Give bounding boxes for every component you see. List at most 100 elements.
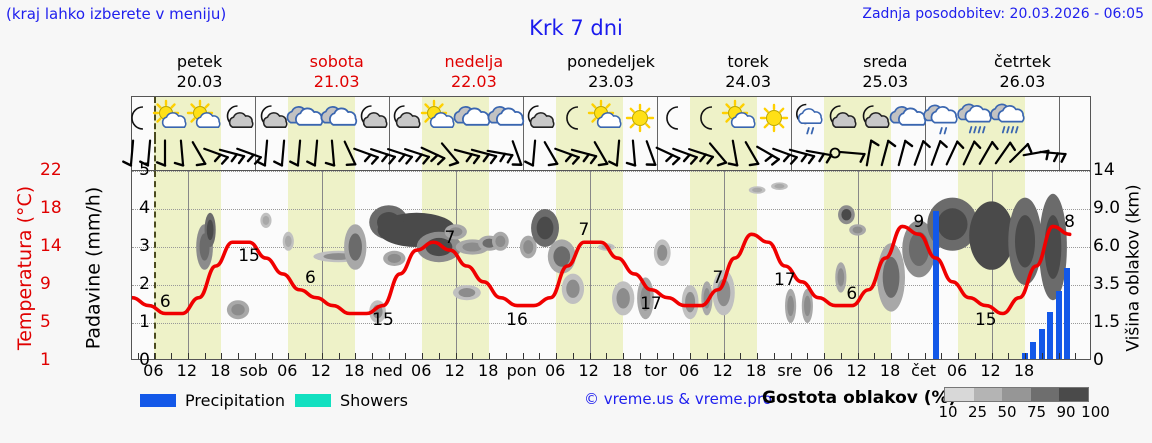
wind-barb bbox=[385, 138, 415, 168]
hour-gridline bbox=[321, 171, 323, 359]
precipitation-swatch bbox=[140, 393, 176, 407]
wind-barb bbox=[452, 138, 482, 168]
axis-tick bbox=[238, 353, 240, 359]
wind-barb bbox=[402, 138, 432, 168]
day-separator bbox=[656, 97, 658, 138]
cloud-blob-core bbox=[774, 183, 785, 189]
value-gridline bbox=[132, 323, 1090, 324]
day-name: sobota bbox=[309, 52, 364, 71]
cloudy-rain-icon bbox=[957, 99, 992, 137]
axis-tick bbox=[422, 353, 424, 359]
axis-tick-label: 9 bbox=[40, 274, 51, 294]
axis-tick bbox=[556, 353, 558, 359]
hour-tick-label: 06 bbox=[143, 361, 164, 380]
axis-tick bbox=[958, 353, 960, 359]
axis-tick bbox=[505, 353, 507, 359]
axis-tick bbox=[941, 353, 943, 359]
temperature-extreme-label: 6 bbox=[305, 267, 316, 288]
hour-gridline bbox=[187, 171, 189, 359]
wind-barb bbox=[201, 138, 231, 168]
wind-barb bbox=[184, 138, 214, 168]
wind-barb bbox=[837, 138, 867, 168]
axis-tick-label: 1.5 bbox=[1093, 312, 1121, 332]
temperature-extreme-label: 16 bbox=[506, 309, 528, 330]
wind-barb bbox=[536, 138, 566, 168]
cloud-density-tick-label: 50 bbox=[997, 403, 1017, 421]
copyright-link[interactable]: © vreme.us & vreme.pro bbox=[584, 390, 772, 408]
axis-tick bbox=[154, 353, 156, 359]
temperature-extreme-label: 6 bbox=[159, 291, 171, 312]
day-header-4: torek 24.03 bbox=[680, 52, 817, 94]
cloudy-icon bbox=[454, 99, 491, 137]
wind-barb bbox=[686, 138, 716, 168]
axis-tick bbox=[891, 353, 893, 359]
precipitation-bar bbox=[1055, 290, 1062, 359]
cloud-blob-core bbox=[1014, 215, 1036, 268]
axis-tick bbox=[1025, 353, 1027, 359]
cloudy-icon bbox=[286, 99, 324, 137]
axis-tick-label: 2 bbox=[139, 274, 150, 294]
cloud-density-swatch-0 bbox=[945, 388, 974, 401]
temperature-extreme-label: 15 bbox=[238, 246, 260, 267]
temperature-extreme-label: 9 bbox=[913, 212, 925, 233]
sun-cloud-icon bbox=[722, 99, 757, 137]
wind-barb bbox=[284, 138, 314, 168]
daylight-stripe bbox=[690, 171, 758, 359]
cloud-density-swatch-4 bbox=[1059, 388, 1088, 401]
wind-barb bbox=[603, 138, 633, 168]
hour-tick-label: 12 bbox=[980, 361, 1001, 380]
day-date: 21.03 bbox=[313, 72, 360, 91]
temperature-extreme-label: 7 bbox=[444, 228, 456, 249]
weather-icon-band bbox=[130, 96, 1091, 138]
day-name: četrtek bbox=[993, 52, 1051, 71]
hour-tick-label: 12 bbox=[176, 361, 197, 380]
wind-barb bbox=[870, 138, 900, 168]
moon-icon bbox=[690, 99, 724, 137]
axis-tick bbox=[271, 353, 273, 359]
axis-tick bbox=[405, 353, 407, 359]
wind-barb bbox=[301, 138, 331, 168]
cloud-blob-core bbox=[536, 216, 554, 240]
cloud-density-swatch-3 bbox=[1030, 388, 1060, 401]
cloud-density-swatch-2 bbox=[1002, 388, 1031, 401]
sun-cloud-icon bbox=[186, 99, 222, 137]
axis-tick bbox=[857, 353, 859, 359]
cloud-density-scale bbox=[944, 387, 1089, 402]
wind-barb bbox=[770, 138, 800, 168]
cloud-blob-core bbox=[841, 209, 852, 221]
axis-tick bbox=[305, 353, 307, 359]
hour-gridline bbox=[455, 171, 457, 359]
wind-barb bbox=[502, 138, 532, 168]
wind-barb bbox=[569, 138, 599, 168]
axis-tick-label: 22 bbox=[40, 160, 62, 180]
day-header-0: petek 20.03 bbox=[131, 52, 268, 94]
cloud-density-swatch-1 bbox=[973, 388, 1003, 401]
wind-barb bbox=[268, 138, 298, 168]
cloudy-icon bbox=[487, 99, 525, 137]
moon-cloud-rain-icon bbox=[790, 99, 824, 137]
wind-barb bbox=[586, 138, 616, 168]
cloud-density-tick-label: 25 bbox=[967, 403, 988, 421]
wind-barb bbox=[636, 138, 666, 168]
axis-tick bbox=[438, 353, 440, 359]
wind-barb bbox=[134, 138, 164, 168]
temperature-extreme-label: 6 bbox=[846, 283, 858, 304]
axis-tick-label: 14 bbox=[1093, 160, 1115, 180]
wind-barb bbox=[1038, 138, 1068, 168]
axis-tick bbox=[388, 353, 390, 359]
page-title: Krk 7 dni bbox=[529, 16, 623, 40]
temperature-extreme-label: 7 bbox=[578, 220, 590, 241]
cloud-density-tick-label: 10 bbox=[938, 403, 958, 421]
temperature-tick-labels: 22 18 14 9 5 1 bbox=[40, 160, 86, 370]
day-date: 24.03 bbox=[725, 72, 772, 91]
hour-tick-label: 06 bbox=[946, 361, 968, 380]
moon-icon bbox=[556, 99, 590, 137]
wind-barb bbox=[117, 138, 147, 168]
axis-tick bbox=[706, 353, 708, 359]
day-name: torek bbox=[727, 52, 769, 71]
day-date: 25.03 bbox=[862, 72, 909, 91]
daylight-stripe bbox=[154, 171, 222, 359]
current-time-marker bbox=[154, 97, 157, 138]
moon-cloud-icon bbox=[857, 99, 891, 137]
hour-tick-label: sob bbox=[239, 361, 268, 380]
